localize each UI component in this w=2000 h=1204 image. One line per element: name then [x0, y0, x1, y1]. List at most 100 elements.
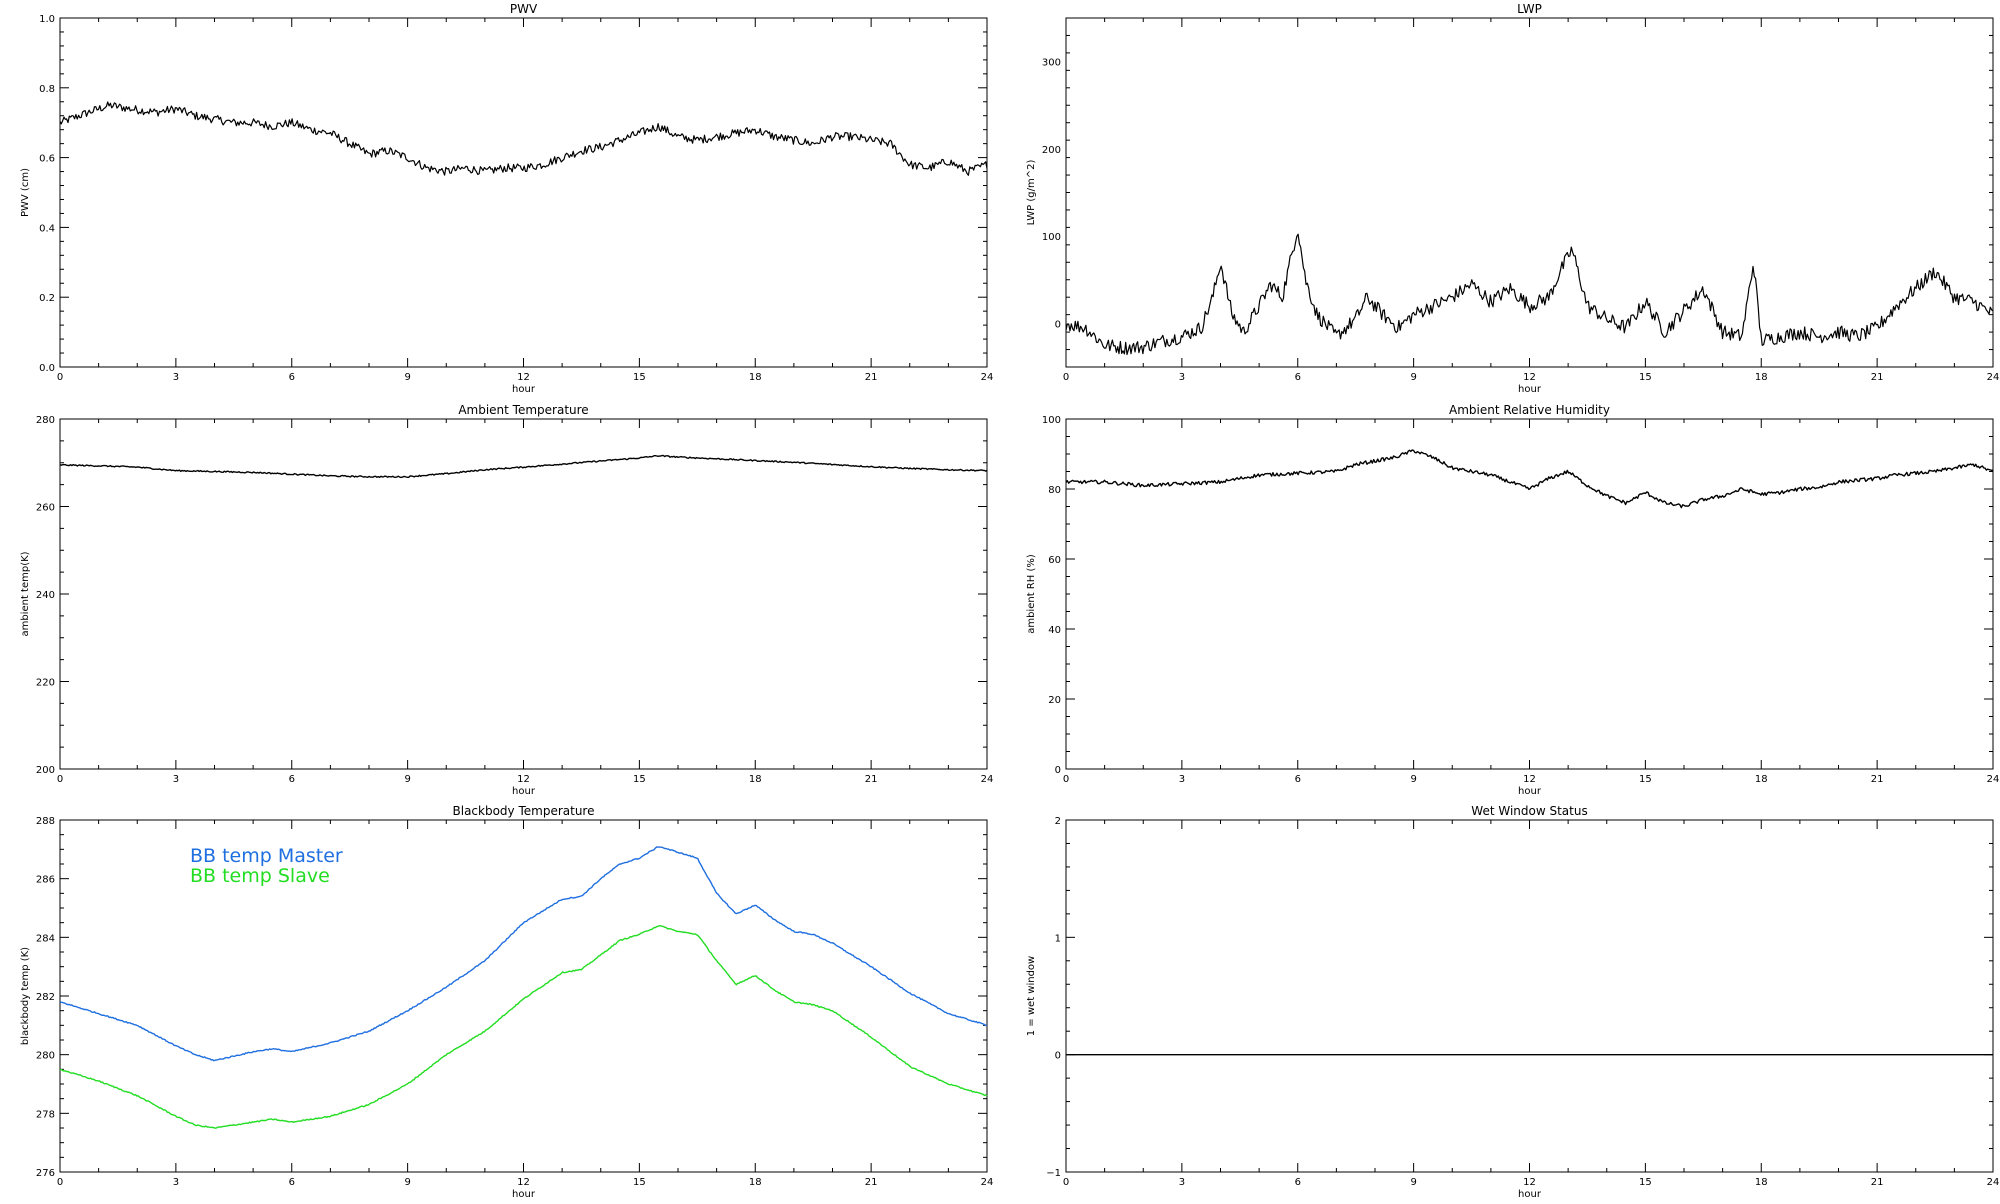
chart-panel-2: LWP 0 3 6 9 12 15 18 21 24 hour 0 100 200 300 LWP (g/m^… [1026, 2, 1999, 395]
x-tick-label: 0 [1063, 372, 1069, 383]
plot-frame [1065, 418, 1994, 770]
y-axis-label: ambient RH (%) [1026, 554, 1037, 634]
x-tick-label: 21 [1871, 774, 1884, 785]
y-tick-label: 282 [36, 992, 55, 1003]
x-tick-label: 15 [633, 1177, 646, 1188]
plot-frame [59, 17, 988, 368]
y-tick-label: 1.0 [39, 14, 55, 25]
x-tick-label: 9 [1410, 774, 1416, 785]
y-axis-label: PWV (cm) [20, 168, 31, 217]
x-tick-label: 24 [1987, 372, 2000, 383]
x-tick-label: 6 [1295, 774, 1301, 785]
y-tick-label: 276 [36, 1168, 55, 1179]
x-tick-label: 18 [1755, 372, 1768, 383]
chart-title: Blackbody Temperature [453, 804, 595, 818]
y-tick-label: 0 [1055, 765, 1061, 776]
series-line-1 [59, 454, 988, 479]
chart-title: Wet Window Status [1471, 804, 1587, 818]
y-tick-label: −1 [1046, 1168, 1061, 1179]
x-tick-label: 12 [1523, 774, 1536, 785]
x-tick-label: 18 [749, 774, 762, 785]
x-tick-label: 15 [633, 372, 646, 383]
x-tick-label: 21 [865, 372, 878, 383]
y-tick-label: 240 [36, 590, 55, 601]
x-tick-label: 24 [981, 1177, 994, 1188]
y-tick-label: 0.0 [39, 363, 55, 374]
x-axis-label: hour [512, 1189, 536, 1200]
chart-panel-1: PWV 0 3 6 9 12 15 18 21 24 hour 0.0 0.2 0.4 0.6 0.8 1.0 P… [20, 2, 993, 395]
x-tick-label: 24 [981, 774, 994, 785]
y-tick-label: 200 [36, 765, 55, 776]
chart-title: Ambient Temperature [458, 403, 588, 417]
y-tick-label: 100 [1042, 415, 1061, 426]
x-tick-label: 12 [1523, 1177, 1536, 1188]
x-tick-label: 9 [404, 1177, 410, 1188]
x-tick-label: 9 [1410, 372, 1416, 383]
y-tick-label: 0.2 [39, 293, 55, 304]
x-axis-label: hour [1518, 384, 1542, 395]
x-tick-label: 18 [749, 1177, 762, 1188]
y-axis-label: LWP (g/m^2) [1026, 160, 1037, 226]
x-tick-label: 18 [749, 372, 762, 383]
y-tick-label: 0 [1055, 1051, 1061, 1062]
x-axis-label: hour [512, 384, 536, 395]
series-line-2 [59, 925, 988, 1129]
x-tick-label: 0 [57, 774, 63, 785]
x-tick-label: 15 [1639, 1177, 1652, 1188]
y-tick-label: 80 [1048, 485, 1061, 496]
legend-entry-2: BB temp Slave [190, 865, 330, 887]
x-tick-label: 6 [1295, 372, 1301, 383]
y-tick-label: 284 [36, 933, 55, 944]
x-axis-label: hour [512, 786, 536, 797]
legend-entry-1: BB temp Master [190, 845, 343, 867]
x-axis-label: hour [1518, 786, 1542, 797]
x-tick-label: 3 [173, 372, 179, 383]
chart-panel-4: Ambient Relative Humidity 0 3 6 9 12 15 18 21 24 h… [1026, 403, 1999, 797]
x-tick-label: 15 [1639, 372, 1652, 383]
x-tick-label: 12 [517, 774, 530, 785]
y-tick-label: 0 [1055, 319, 1061, 330]
y-tick-label: 2 [1055, 816, 1061, 827]
x-tick-label: 3 [173, 774, 179, 785]
x-tick-label: 12 [1523, 372, 1536, 383]
y-tick-label: 278 [36, 1109, 55, 1120]
chart-panel-5: Blackbody Temperature 0 3 6 9 12 15 18 21 24 hour 2… [20, 804, 993, 1200]
y-tick-label: 280 [36, 415, 55, 426]
x-axis-label: hour [1518, 1189, 1542, 1200]
y-tick-label: 0.6 [39, 154, 55, 165]
chart-title: LWP [1517, 2, 1542, 16]
x-tick-label: 18 [1755, 774, 1768, 785]
x-tick-label: 18 [1755, 1177, 1768, 1188]
x-tick-label: 21 [1871, 1177, 1884, 1188]
x-tick-label: 21 [865, 1177, 878, 1188]
y-tick-label: 60 [1048, 555, 1061, 566]
y-tick-label: 280 [36, 1051, 55, 1062]
chart-title: PWV [510, 2, 538, 16]
x-tick-label: 6 [289, 1177, 295, 1188]
x-tick-label: 9 [404, 372, 410, 383]
y-tick-label: 286 [36, 875, 55, 886]
x-tick-label: 0 [1063, 1177, 1069, 1188]
y-tick-label: 220 [36, 678, 55, 689]
x-tick-label: 3 [1179, 372, 1185, 383]
x-tick-label: 0 [57, 372, 63, 383]
chart-title: Ambient Relative Humidity [1449, 403, 1610, 417]
x-tick-label: 0 [57, 1177, 63, 1188]
y-axis-label: 1 = wet window [1026, 956, 1037, 1036]
y-tick-label: 300 [1042, 58, 1061, 69]
x-tick-label: 9 [1410, 1177, 1416, 1188]
y-tick-label: 20 [1048, 695, 1061, 706]
x-tick-label: 6 [1295, 1177, 1301, 1188]
y-axis-label: ambient temp(K) [20, 551, 31, 636]
series-line-1 [1065, 233, 1994, 356]
x-tick-label: 21 [1871, 372, 1884, 383]
y-tick-label: 288 [36, 816, 55, 827]
series-line-1 [59, 846, 988, 1062]
x-tick-label: 15 [633, 774, 646, 785]
x-tick-label: 6 [289, 774, 295, 785]
x-tick-label: 12 [517, 1177, 530, 1188]
x-tick-label: 3 [173, 1177, 179, 1188]
